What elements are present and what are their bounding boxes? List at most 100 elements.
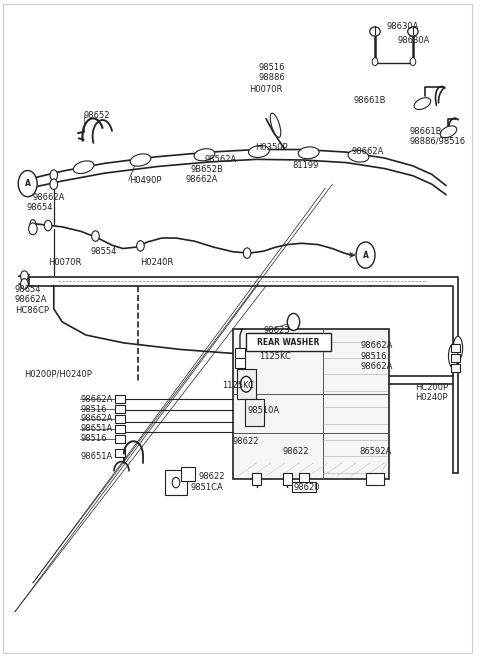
Text: 98886: 98886 xyxy=(259,73,286,82)
Bar xyxy=(115,396,125,403)
Ellipse shape xyxy=(194,148,215,161)
Bar xyxy=(115,449,125,457)
Text: 98662A: 98662A xyxy=(185,175,218,183)
Bar xyxy=(235,357,245,367)
Ellipse shape xyxy=(348,150,369,162)
Bar xyxy=(451,364,460,372)
Circle shape xyxy=(18,171,37,196)
Text: A: A xyxy=(362,250,369,260)
Circle shape xyxy=(356,242,375,268)
Bar xyxy=(283,474,292,485)
Circle shape xyxy=(240,376,252,392)
Text: A: A xyxy=(25,179,31,188)
Ellipse shape xyxy=(249,145,269,158)
Ellipse shape xyxy=(73,161,94,173)
Bar xyxy=(235,348,245,358)
Text: 98554: 98554 xyxy=(91,246,117,256)
Text: 9B652B: 9B652B xyxy=(190,165,223,173)
Text: H0070R: H0070R xyxy=(250,85,283,94)
Bar xyxy=(299,474,309,485)
FancyBboxPatch shape xyxy=(246,333,331,351)
Circle shape xyxy=(137,240,144,251)
Text: 9851CA: 9851CA xyxy=(190,483,223,491)
Circle shape xyxy=(21,279,28,289)
Circle shape xyxy=(50,179,58,189)
Ellipse shape xyxy=(440,126,457,138)
Bar xyxy=(451,354,460,362)
Text: 98662A: 98662A xyxy=(361,362,393,371)
Bar xyxy=(237,369,256,399)
Ellipse shape xyxy=(370,27,380,36)
Text: 98662A: 98662A xyxy=(361,341,393,350)
Text: 1125KC: 1125KC xyxy=(259,351,291,361)
Text: 81199: 81199 xyxy=(292,162,318,170)
Text: 98652: 98652 xyxy=(84,111,110,120)
Bar xyxy=(115,405,125,413)
Text: H0240P: H0240P xyxy=(415,393,448,402)
Text: 98562A: 98562A xyxy=(204,155,237,164)
Text: 98516: 98516 xyxy=(361,351,387,361)
Text: H0350P: H0350P xyxy=(256,143,288,152)
Bar xyxy=(115,435,125,443)
Bar xyxy=(451,344,460,352)
Text: H0200P/H0240P: H0200P/H0240P xyxy=(24,370,92,379)
Text: 98651A: 98651A xyxy=(80,424,112,434)
Text: HC200P: HC200P xyxy=(415,383,448,392)
Ellipse shape xyxy=(298,147,319,159)
Text: 98516: 98516 xyxy=(259,63,286,72)
Text: 98622: 98622 xyxy=(199,472,225,481)
Text: 98516: 98516 xyxy=(80,405,107,414)
Text: H0070R: H0070R xyxy=(48,258,82,267)
Text: 86592A: 86592A xyxy=(360,447,392,456)
Text: 98662A: 98662A xyxy=(15,295,48,304)
Text: HC86CP: HC86CP xyxy=(15,306,49,315)
Ellipse shape xyxy=(408,27,418,36)
Text: REAR WASHER: REAR WASHER xyxy=(257,338,320,347)
Text: 98661B: 98661B xyxy=(354,96,386,105)
Text: 98622: 98622 xyxy=(283,447,309,456)
Bar xyxy=(292,482,316,492)
Circle shape xyxy=(92,231,99,241)
Text: 98630A: 98630A xyxy=(398,35,430,45)
Text: 98623: 98623 xyxy=(264,326,290,335)
Ellipse shape xyxy=(448,344,458,368)
Ellipse shape xyxy=(414,98,431,110)
Text: 98662A: 98662A xyxy=(33,193,65,202)
Circle shape xyxy=(172,478,180,487)
Ellipse shape xyxy=(130,154,151,166)
Text: 98510A: 98510A xyxy=(247,406,279,415)
Bar xyxy=(181,467,195,482)
Circle shape xyxy=(410,58,416,66)
Text: H0240R: H0240R xyxy=(141,258,174,267)
Text: 98654: 98654 xyxy=(15,284,41,294)
Ellipse shape xyxy=(453,336,463,360)
Bar xyxy=(115,425,125,433)
Bar xyxy=(366,474,384,485)
Bar xyxy=(233,328,389,480)
Bar xyxy=(115,415,125,423)
Bar xyxy=(252,474,261,485)
Circle shape xyxy=(50,170,58,180)
Text: 98622: 98622 xyxy=(233,437,259,445)
Text: 98654: 98654 xyxy=(27,203,53,212)
Bar xyxy=(165,470,187,495)
Text: 98662A: 98662A xyxy=(351,147,384,156)
Text: 1125KC: 1125KC xyxy=(222,381,254,390)
Text: H0490P: H0490P xyxy=(129,176,161,185)
Circle shape xyxy=(288,313,300,330)
Circle shape xyxy=(243,248,251,258)
Text: 98630A: 98630A xyxy=(387,22,419,32)
Bar xyxy=(245,399,264,426)
Text: 98662A: 98662A xyxy=(80,395,113,404)
Text: 98662A: 98662A xyxy=(80,415,113,424)
Text: 98651A: 98651A xyxy=(80,452,112,461)
Circle shape xyxy=(29,223,37,235)
Text: 98516: 98516 xyxy=(80,434,107,443)
Circle shape xyxy=(372,58,378,66)
Text: 98661B: 98661B xyxy=(409,127,442,136)
Circle shape xyxy=(21,271,28,281)
Text: 98886/98516: 98886/98516 xyxy=(409,137,465,145)
Circle shape xyxy=(30,219,36,227)
Ellipse shape xyxy=(270,113,281,137)
Circle shape xyxy=(44,220,52,231)
